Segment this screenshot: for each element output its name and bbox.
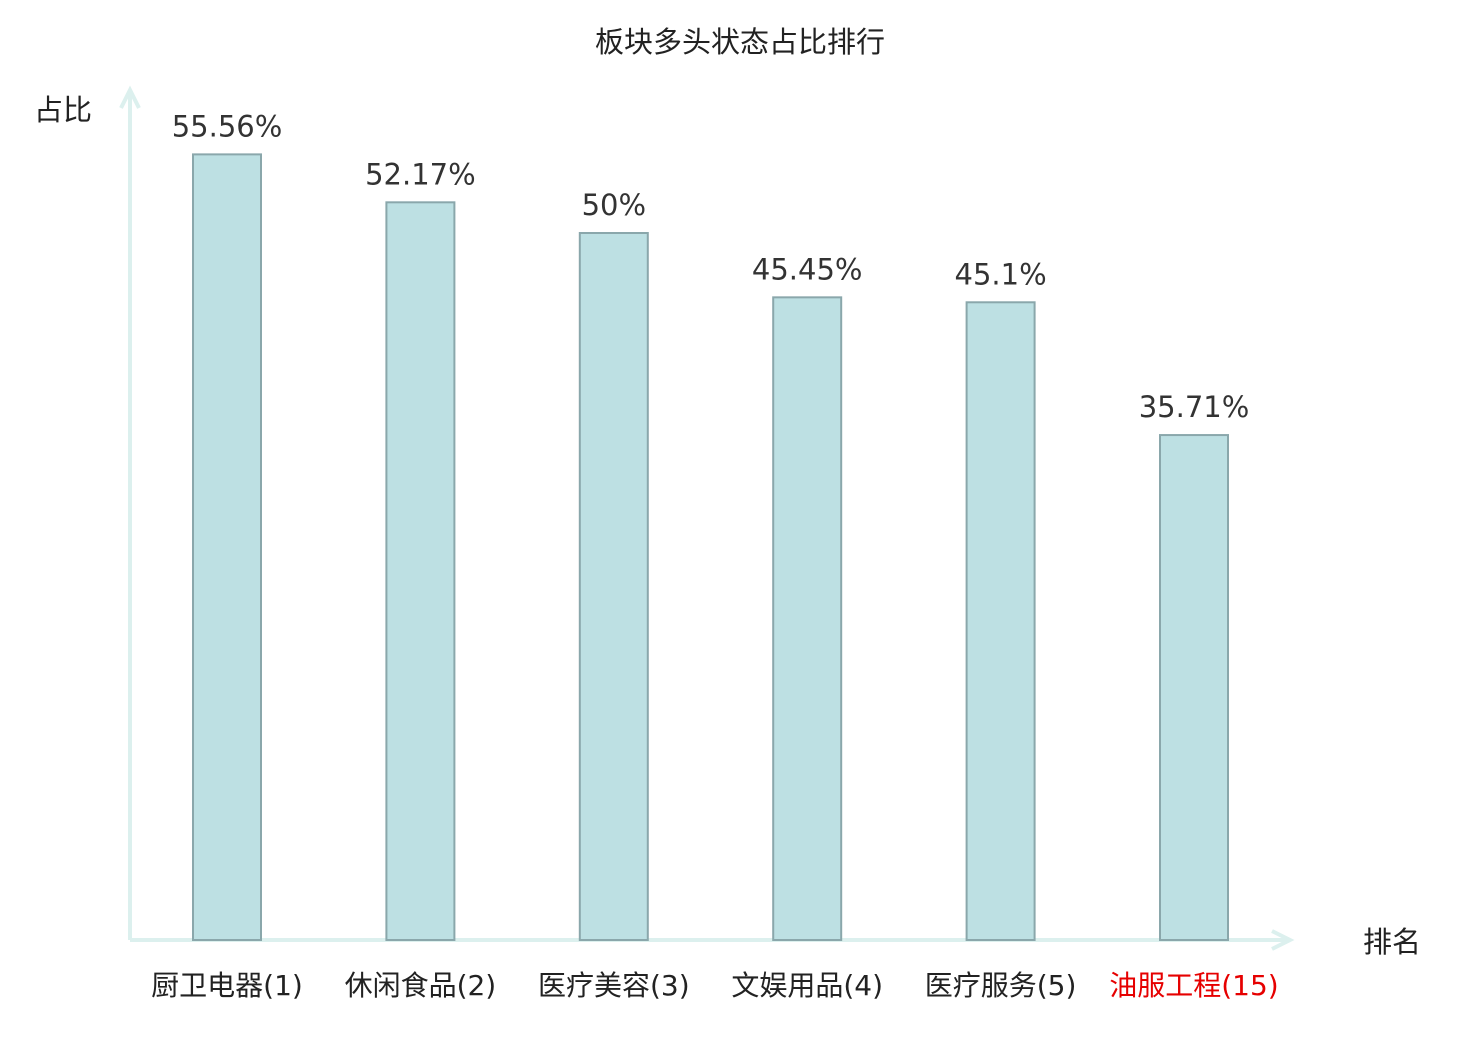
- value-label: 52.17%: [365, 157, 476, 191]
- value-label: 35.71%: [1139, 390, 1250, 424]
- x-axis-label: 排名: [1363, 925, 1421, 959]
- category-label: 文娱用品(4): [731, 969, 883, 1002]
- value-label: 45.1%: [955, 257, 1047, 291]
- category-labels-group: 厨卫电器(1) 休闲食品(2) 医疗美容(3) 文娱用品(4) 医疗服务(5) 油服工程(…: [151, 969, 1279, 1002]
- bar: [965, 301, 1036, 941]
- y-axis-arrow: [119, 85, 141, 109]
- category-label: 休闲食品(2): [345, 969, 497, 1002]
- category-label: 油服工程(15): [1109, 969, 1278, 1002]
- category-label: 厨卫电器(1): [151, 969, 303, 1002]
- category-label: 医疗美容(3): [538, 969, 690, 1002]
- bar: [1159, 434, 1229, 941]
- value-labels-group: 55.56% 52.17% 50% 45.45% 45.1% 35.71%: [172, 109, 1250, 424]
- x-axis-arrow: [1271, 929, 1295, 951]
- bar: [192, 153, 262, 942]
- bar: [385, 201, 456, 941]
- y-axis-label: 占比: [34, 93, 92, 127]
- chart-title: 板块多头状态占比排行: [595, 25, 885, 59]
- value-label: 45.45%: [752, 252, 863, 286]
- axes: [119, 85, 1295, 951]
- value-label: 55.56%: [172, 109, 283, 143]
- category-label: 医疗服务(5): [925, 969, 1077, 1002]
- bars-group: [192, 153, 1229, 942]
- value-label: 50%: [582, 188, 646, 222]
- bar: [578, 232, 649, 941]
- bar: [772, 296, 843, 942]
